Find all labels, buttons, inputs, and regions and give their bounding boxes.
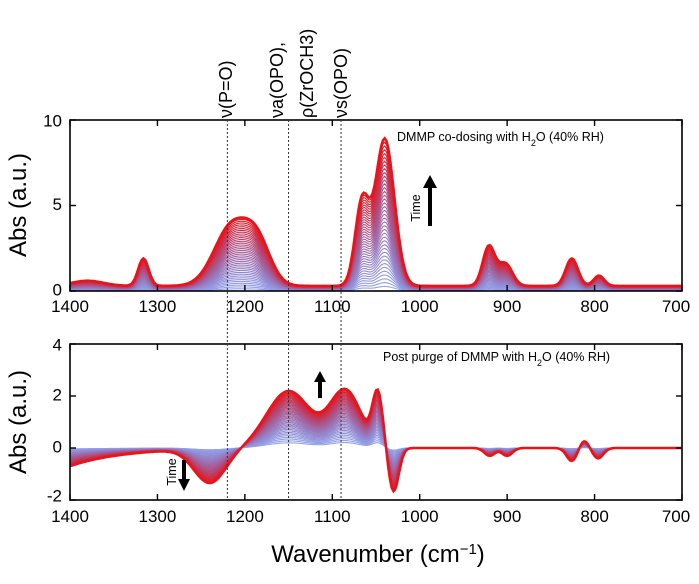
x-axis-label-exp: −1: [460, 541, 477, 558]
x-axis-label-close: ): [477, 541, 485, 568]
bottom-annotation: Post purge of DMMP with H2O (40% RH): [383, 350, 610, 368]
top-panel: 1400 1300 1200 1100 1000 900 800 700 0 5…: [5, 111, 690, 316]
top-x-tick-label: 1400: [51, 297, 89, 316]
bottom-spectra: [69, 387, 682, 494]
bottom-x-tick-label: 900: [493, 507, 521, 526]
top-x-tick-label: 800: [580, 297, 608, 316]
top-spectrum-line: [69, 136, 682, 288]
top-annotation-tail: O (40% RH): [536, 130, 604, 144]
top-annotation-main: DMMP co-dosing with H: [397, 130, 531, 144]
top-x-tick-label: 700: [662, 297, 690, 316]
top-x-tick-label: 1200: [226, 297, 264, 316]
peak-label-nu-a-opo: νa(OPO),: [267, 42, 287, 118]
bottom-x-tick-label: 1300: [138, 507, 176, 526]
bottom-annotation-sub: 2: [537, 358, 542, 368]
bottom-y-tick-label: 0: [53, 437, 62, 456]
peak-label-nu-s-opo: νs(OPO): [331, 48, 351, 118]
x-axis-label: Wavenumber (cm−1): [271, 541, 485, 569]
bottom-x-tick-label: 1100: [314, 507, 351, 526]
bottom-spectrum-line: [69, 428, 682, 460]
top-y-axis-label: Abs (a.u.): [5, 153, 32, 257]
growth-up-arrow-icon: [314, 371, 326, 398]
top-y-tick-label: 0: [53, 280, 62, 299]
peak-label-rho-zroch3: ρ(ZrOCH3): [297, 29, 317, 118]
bottom-x-tick-label: 1200: [226, 507, 264, 526]
top-y-tick-label: 5: [53, 195, 62, 214]
bottom-y-tick-label: 4: [53, 335, 62, 354]
top-time-label: Time: [409, 194, 423, 221]
time-up-arrow-icon: [423, 175, 437, 226]
time-down-arrow-icon: [178, 460, 190, 491]
bottom-annotation-main: Post purge of DMMP with H: [383, 350, 537, 364]
bottom-panel: 1400 1300 1200 1100 1000 900 800 700 -2 …: [5, 335, 690, 526]
top-y-tick-label: 10: [43, 111, 62, 130]
top-ticks: [69, 119, 683, 292]
top-annotation: DMMP co-dosing with H2O (40% RH): [397, 130, 604, 148]
bottom-y-tick-label: 2: [53, 385, 62, 404]
top-annotation-sub: 2: [531, 138, 536, 148]
bottom-x-tick-label: 1400: [51, 507, 89, 526]
bottom-spectrum-line: [69, 387, 682, 494]
top-x-tick-label: 1100: [314, 297, 351, 316]
bottom-x-tick-label: 700: [662, 507, 690, 526]
top-x-tick-label: 900: [493, 297, 521, 316]
peak-label-nu-po: ν(P=O): [216, 60, 236, 118]
bottom-x-tick-label: 1000: [401, 507, 439, 526]
bottom-ticks: [69, 343, 683, 501]
vertical-markers: [226, 120, 342, 500]
bottom-plot-frame: [69, 343, 683, 501]
bottom-x-tick-label: 800: [580, 507, 608, 526]
top-x-tick-label: 1300: [138, 297, 176, 316]
top-spectra: [69, 136, 682, 291]
top-x-tick-label: 1000: [401, 297, 439, 316]
bottom-y-axis-label: Abs (a.u.): [5, 370, 32, 474]
bottom-time-label: Time: [165, 458, 179, 485]
x-axis-label-main: Wavenumber (cm: [271, 541, 459, 568]
bottom-annotation-tail: O (40% RH): [542, 350, 610, 364]
bottom-y-tick-label: -2: [47, 486, 62, 505]
